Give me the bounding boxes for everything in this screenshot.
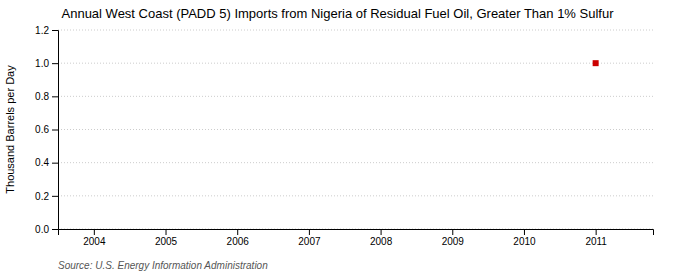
plot: 200420052006200720082009201020110.00.20.… [35, 25, 653, 247]
tick-mark [237, 229, 238, 235]
tick-mark [381, 229, 382, 235]
tick: 1.0 [35, 58, 58, 69]
marks [593, 60, 599, 66]
tick: 2010 [513, 229, 536, 247]
tick-label: 0.6 [35, 124, 49, 135]
tick-mark [52, 63, 58, 64]
tick: 2006 [227, 229, 250, 247]
y-axis-title: Thousand Barrels per Day [4, 65, 16, 194]
tick-label: 0.0 [35, 224, 49, 235]
tick-label: 1.2 [35, 25, 49, 36]
tick-mark [52, 130, 58, 131]
tick: 0.2 [35, 191, 58, 202]
chart: 200420052006200720082009201020110.00.20.… [0, 0, 675, 275]
grid-line [58, 129, 653, 130]
tick-mark [596, 229, 597, 235]
tick-label: 2011 [585, 236, 607, 247]
tick-label: 2004 [83, 236, 106, 247]
tick-mark [452, 229, 453, 235]
title: Annual West Coast (PADD 5) Imports from … [62, 6, 615, 21]
tick-label: 2009 [442, 236, 465, 247]
tick-label: 2005 [155, 236, 178, 247]
tick: 0.6 [35, 124, 58, 135]
tick-mark [309, 229, 310, 235]
tick: 2011 [585, 229, 607, 247]
tick: 0.0 [35, 224, 58, 235]
tick-mark [94, 229, 95, 235]
source-note: Source: U.S. Energy Information Administ… [58, 260, 268, 271]
tick: 2007 [298, 229, 321, 247]
grid-line [58, 96, 653, 97]
tick-label: 2010 [513, 236, 536, 247]
x-axis: 2004 2005 2006 2007 2008 2009 2010 2011 [59, 229, 654, 247]
tick: 2008 [370, 229, 393, 247]
grid-line [58, 195, 653, 196]
tick-label: 0.2 [35, 191, 49, 202]
grid [58, 30, 653, 229]
grid-line [58, 63, 653, 64]
axis-line [52, 31, 59, 230]
tick-mark [52, 96, 58, 97]
tick-label: 0.4 [35, 157, 49, 168]
tick-mark [166, 229, 167, 235]
tick: 2005 [155, 229, 178, 247]
tick: 2004 [83, 229, 106, 247]
tick-mark [52, 196, 58, 197]
tick-label: 1.0 [35, 58, 49, 69]
tick-mark [52, 163, 58, 164]
tick-mark [52, 30, 58, 31]
tick-label: 2008 [370, 236, 393, 247]
tick-label: 2007 [298, 236, 321, 247]
tick: 0.4 [35, 157, 58, 168]
data-point [593, 60, 599, 66]
grid-line [58, 162, 653, 163]
tick: 0.8 [35, 91, 58, 102]
grid-line [58, 30, 653, 31]
tick: 1.2 [35, 25, 58, 36]
y-axis: 0.0 0.2 0.4 0.6 0.8 1.0 1.2 [35, 25, 58, 235]
axis-line [59, 230, 654, 236]
tick-mark [52, 229, 58, 230]
tick-label: 0.8 [35, 91, 49, 102]
tick: 2009 [442, 229, 465, 247]
tick-label: 2006 [227, 236, 250, 247]
tick-mark [524, 229, 525, 235]
